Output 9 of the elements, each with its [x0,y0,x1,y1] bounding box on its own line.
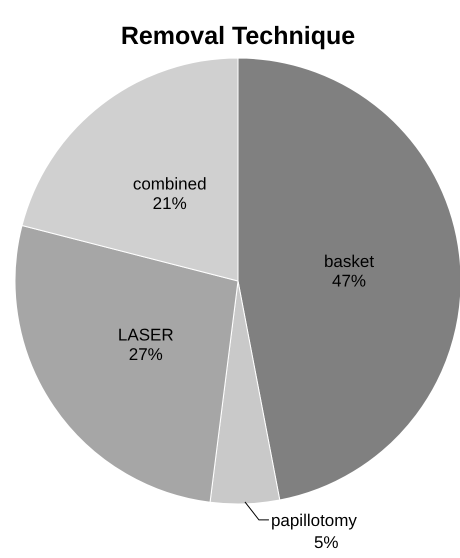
slice-label: basket [324,252,374,272]
slice-label: papillotomy [270,510,358,530]
data-label: 21% [152,194,187,214]
slice-label: combined [132,174,207,194]
data-label: 5% [314,532,339,552]
slice-label: LASER [118,325,174,344]
data-label: 27% [128,344,163,364]
data-label: 47% [332,272,366,291]
chart-title: Removal Technique [120,22,356,50]
